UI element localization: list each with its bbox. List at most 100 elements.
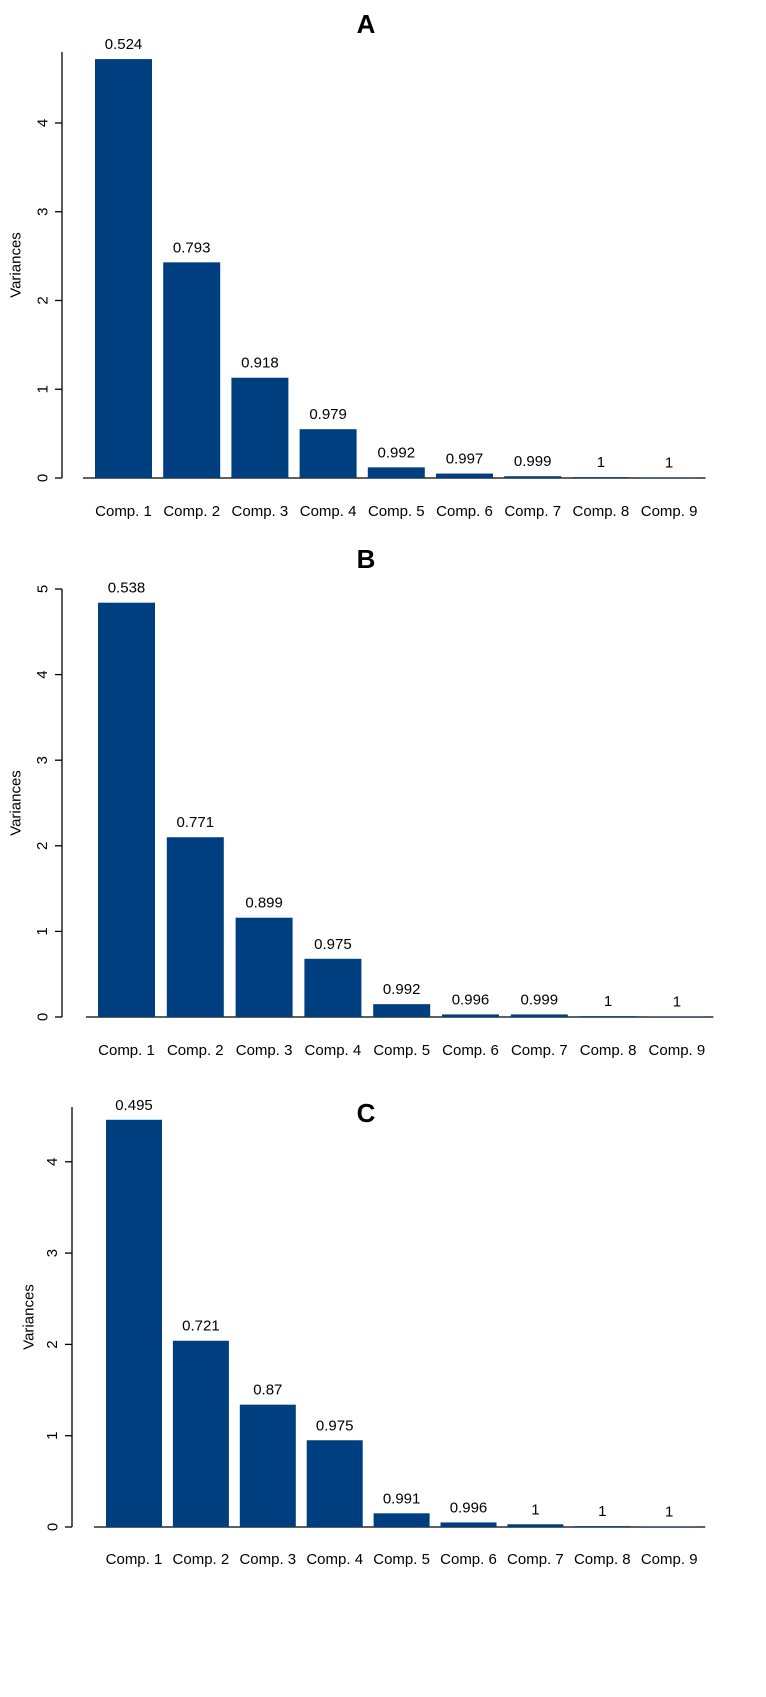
- bar-data-label: 1: [665, 454, 673, 471]
- panel-a: A 0 1 2 3 4 Variances 0.524 Comp. 1 0.793 Comp. 2 0…: [8, 9, 706, 520]
- x-category-label: Comp. 1: [106, 1551, 163, 1568]
- y-tick-label: 4: [34, 670, 51, 678]
- bar-data-label: 1: [604, 993, 612, 1010]
- y-axis-label: Variances: [21, 1284, 38, 1350]
- bar-data-label: 0.979: [309, 406, 347, 423]
- bar: [579, 1016, 637, 1017]
- panel-title: C: [357, 1098, 376, 1128]
- bar: [306, 1440, 363, 1527]
- x-category-label: Comp. 1: [95, 503, 152, 520]
- bar-data-label: 0.992: [378, 444, 416, 461]
- x-category-label: Comp. 4: [305, 1042, 362, 1059]
- x-category-label: Comp. 9: [649, 1042, 706, 1059]
- y-tick-label: 2: [34, 296, 51, 304]
- bar: [436, 473, 493, 478]
- y-tick-label: 4: [34, 119, 51, 127]
- bar: [640, 477, 698, 478]
- bar-data-label: 0.524: [105, 36, 143, 53]
- x-category-label: Comp. 2: [167, 1042, 224, 1059]
- bar-data-label: 1: [665, 1503, 673, 1520]
- x-category-label: Comp. 5: [368, 503, 425, 520]
- bar-data-label: 0.495: [115, 1097, 153, 1114]
- bar-data-label: 0.918: [241, 355, 279, 372]
- bar-data-label: 0.975: [314, 936, 352, 953]
- bar: [304, 958, 362, 1017]
- bar-data-label: 0.996: [452, 991, 490, 1008]
- panel-c: C 0 1 2 3 4 Variances 0.495 Comp. 1 0.721 Comp. 2 0…: [21, 1097, 706, 1568]
- bar: [373, 1513, 430, 1527]
- y-tick-label: 0: [44, 1523, 61, 1531]
- bar-data-label: 0.793: [173, 239, 211, 256]
- bar: [572, 477, 630, 478]
- bar: [106, 1119, 162, 1527]
- bar-data-label: 0.87: [253, 1382, 282, 1399]
- bar-data-label: 0.999: [514, 453, 552, 470]
- x-category-label: Comp. 8: [573, 503, 630, 520]
- bar-data-label: 0.997: [446, 451, 484, 468]
- bar-data-label: 0.991: [383, 1490, 421, 1507]
- x-category-label: Comp. 8: [580, 1042, 637, 1059]
- y-tick-label: 2: [44, 1340, 61, 1348]
- y-tick-label: 4: [44, 1158, 61, 1166]
- bar: [504, 476, 562, 478]
- panel-title: B: [357, 544, 376, 574]
- bar-data-label: 1: [531, 1501, 539, 1518]
- bar: [98, 602, 155, 1017]
- bar: [373, 1004, 431, 1017]
- y-tick-label: 2: [34, 842, 51, 850]
- y-tick-label: 1: [34, 385, 51, 393]
- x-category-label: Comp. 2: [163, 503, 220, 520]
- x-category-label: Comp. 6: [442, 1042, 499, 1059]
- bar: [231, 377, 289, 478]
- bar: [163, 262, 221, 478]
- x-category-label: Comp. 4: [300, 503, 357, 520]
- x-category-label: Comp. 9: [641, 503, 698, 520]
- x-category-label: Comp. 7: [507, 1551, 564, 1568]
- bar-data-label: 0.538: [108, 580, 146, 597]
- bar-data-label: 0.899: [245, 895, 283, 912]
- y-tick-label: 3: [34, 756, 51, 764]
- y-axis-label: Variances: [8, 770, 25, 836]
- y-tick-label: 3: [34, 208, 51, 216]
- x-category-label: Comp. 3: [239, 1551, 296, 1568]
- bar: [299, 429, 357, 478]
- bar: [648, 1016, 706, 1017]
- y-tick-label: 1: [44, 1432, 61, 1440]
- bar-data-label: 1: [598, 1503, 606, 1520]
- bar: [574, 1526, 631, 1527]
- bar-data-label: 0.992: [383, 981, 421, 998]
- y-axis-label: Variances: [8, 232, 25, 298]
- x-category-label: Comp. 7: [504, 503, 561, 520]
- bar-data-label: 0.996: [450, 1499, 488, 1516]
- bar: [172, 1340, 229, 1527]
- x-category-label: Comp. 4: [306, 1551, 363, 1568]
- y-tick-label: 5: [34, 585, 51, 593]
- y-tick-label: 3: [44, 1249, 61, 1257]
- x-category-label: Comp. 6: [436, 503, 493, 520]
- x-category-label: Comp. 9: [641, 1551, 698, 1568]
- x-category-label: Comp. 3: [236, 1042, 293, 1059]
- panel-b: B 0 1 2 3 4 5 Variances 0.538 Comp. 1 0.771 Comp. 2…: [8, 544, 714, 1059]
- bar: [442, 1014, 499, 1017]
- y-tick-label: 1: [34, 927, 51, 935]
- x-category-label: Comp. 3: [232, 503, 289, 520]
- y-tick-label: 0: [34, 1013, 51, 1021]
- x-category-label: Comp. 2: [173, 1551, 230, 1568]
- x-category-label: Comp. 8: [574, 1551, 631, 1568]
- bar-data-label: 0.771: [177, 814, 215, 831]
- bar: [510, 1014, 568, 1017]
- panel-title: A: [357, 9, 376, 39]
- bar-data-label: 0.721: [182, 1318, 220, 1335]
- y-tick-label: 0: [34, 474, 51, 482]
- bar: [641, 1526, 698, 1527]
- bar: [507, 1524, 564, 1527]
- x-category-label: Comp. 5: [373, 1551, 430, 1568]
- bar: [166, 837, 224, 1017]
- bar-data-label: 1: [597, 454, 605, 471]
- bar: [440, 1522, 497, 1527]
- x-category-label: Comp. 6: [440, 1551, 497, 1568]
- bar: [95, 59, 152, 478]
- x-category-label: Comp. 1: [98, 1042, 155, 1059]
- bar: [235, 917, 293, 1017]
